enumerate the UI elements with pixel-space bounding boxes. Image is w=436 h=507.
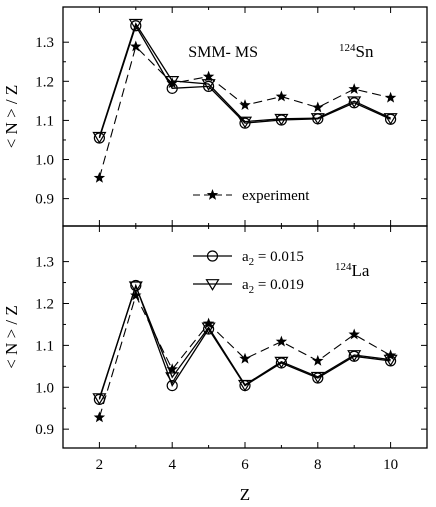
data-point-circle-top bbox=[203, 80, 215, 92]
data-point-triangle-top bbox=[201, 79, 216, 91]
data-point-star-bottom bbox=[130, 289, 142, 301]
data-point-star-top bbox=[312, 101, 324, 113]
legend-label-circle: a2 = 0.015 bbox=[242, 249, 304, 268]
panel-top-y-axis-title: < N > / Z bbox=[2, 85, 21, 149]
data-point-star-top bbox=[348, 83, 360, 94]
data-point-circle-top bbox=[166, 82, 178, 94]
data-point-star-bottom bbox=[239, 352, 251, 364]
nucleus-symbol: La bbox=[352, 261, 370, 280]
panel-top-ytick-label: 1.0 bbox=[35, 153, 54, 169]
series-line-circle-top bbox=[98, 24, 391, 139]
data-point-triangle-top bbox=[237, 116, 253, 129]
x-tick-label: 2 bbox=[96, 457, 104, 473]
data-point-triangle-top bbox=[347, 96, 362, 109]
data-point-star-top bbox=[93, 171, 106, 183]
data-point-triangle-top bbox=[383, 113, 398, 125]
data-point-star-top bbox=[202, 70, 215, 82]
data-point-triangle-bottom bbox=[165, 372, 180, 385]
data-point-star-top bbox=[275, 90, 288, 102]
panel-top-ytick-label: 0.9 bbox=[35, 192, 54, 208]
legend-subscript: 2 bbox=[249, 256, 255, 268]
data-point-triangle-bottom bbox=[201, 322, 216, 335]
legend-marker-star bbox=[206, 189, 219, 200]
panel-bottom-ytick-label: 0.9 bbox=[35, 422, 54, 438]
data-point-triangle-top bbox=[92, 131, 107, 144]
nucleus-label-top: 124Sn bbox=[339, 42, 374, 61]
panel-bottom-ytick-label: 1.3 bbox=[35, 255, 54, 271]
x-tick-label: 4 bbox=[168, 457, 176, 473]
data-point-triangle-bottom bbox=[310, 371, 325, 384]
data-point-triangle-top bbox=[274, 113, 289, 126]
panel-top-ytick-label: 1.1 bbox=[35, 113, 54, 129]
panel-bottom-ytick-label: 1.1 bbox=[35, 338, 54, 354]
panel-bottom-ytick-label: 1.0 bbox=[35, 380, 54, 396]
x-tick-label: 10 bbox=[383, 457, 398, 473]
data-point-triangle-bottom bbox=[128, 281, 143, 294]
data-point-triangle-top bbox=[128, 18, 143, 31]
legend-value: = 0.015 bbox=[254, 249, 304, 265]
series-line-triangle-top bbox=[98, 22, 391, 137]
data-point-triangle-bottom bbox=[347, 350, 362, 362]
data-point-star-bottom bbox=[93, 411, 106, 423]
x-axis-title: Z bbox=[240, 485, 250, 504]
legend-label-experiment: experiment bbox=[242, 188, 310, 204]
legend-symbol: a bbox=[242, 277, 249, 293]
series-line-star-top bbox=[98, 45, 391, 179]
legend-label-triangle: a2 = 0.019 bbox=[242, 277, 304, 296]
data-point-star-bottom bbox=[166, 363, 178, 375]
data-point-circle-bottom bbox=[166, 379, 178, 392]
nucleus-mass: 124 bbox=[335, 261, 352, 273]
data-point-triangle-top bbox=[310, 113, 325, 125]
series-line-triangle-bottom bbox=[98, 284, 391, 399]
legend-value: = 0.019 bbox=[254, 277, 304, 293]
data-point-star-bottom bbox=[348, 328, 360, 340]
data-point-circle-top bbox=[130, 20, 142, 32]
data-point-circle-bottom bbox=[130, 279, 142, 292]
legend-marker-circle bbox=[206, 250, 219, 262]
panel-bottom-ytick-label: 1.2 bbox=[35, 296, 54, 312]
data-point-triangle-top bbox=[165, 75, 180, 88]
x-tick-label: 8 bbox=[314, 457, 322, 473]
data-point-star-bottom bbox=[275, 335, 288, 347]
nucleus-symbol: Sn bbox=[356, 42, 374, 61]
data-point-triangle-bottom bbox=[237, 379, 253, 392]
legend-subscript: 2 bbox=[249, 284, 255, 296]
series-line-circle-bottom bbox=[98, 283, 391, 400]
data-point-star-bottom bbox=[312, 354, 324, 366]
data-point-star-top bbox=[130, 40, 142, 52]
data-point-triangle-bottom bbox=[383, 354, 398, 367]
legend-marker-triangle bbox=[205, 279, 220, 291]
data-point-triangle-bottom bbox=[92, 393, 107, 406]
model-label: SMM- MS bbox=[188, 44, 258, 61]
nucleus-mass: 124 bbox=[339, 42, 356, 54]
x-tick-label: 6 bbox=[241, 457, 249, 473]
legend-symbol: a bbox=[242, 249, 249, 265]
data-point-star-top bbox=[384, 91, 397, 103]
panel-bottom-y-axis-title: < N > / Z bbox=[2, 305, 21, 369]
data-point-star-top bbox=[166, 77, 178, 89]
nucleus-label-bottom: 124La bbox=[335, 261, 370, 280]
panel-top-ytick-label: 1.3 bbox=[35, 35, 54, 51]
data-point-triangle-bottom bbox=[274, 356, 289, 369]
data-point-star-top bbox=[239, 99, 251, 111]
panel-top-ytick-label: 1.2 bbox=[35, 74, 54, 90]
